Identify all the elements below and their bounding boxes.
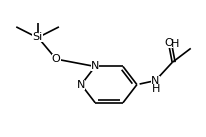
Text: Si: Si xyxy=(32,32,42,42)
Text: N: N xyxy=(77,80,85,90)
Text: N: N xyxy=(90,62,99,72)
Text: N: N xyxy=(151,76,159,86)
Text: H: H xyxy=(151,84,159,94)
Text: H: H xyxy=(171,39,179,49)
Text: O: O xyxy=(52,54,60,64)
Text: O: O xyxy=(163,38,172,48)
